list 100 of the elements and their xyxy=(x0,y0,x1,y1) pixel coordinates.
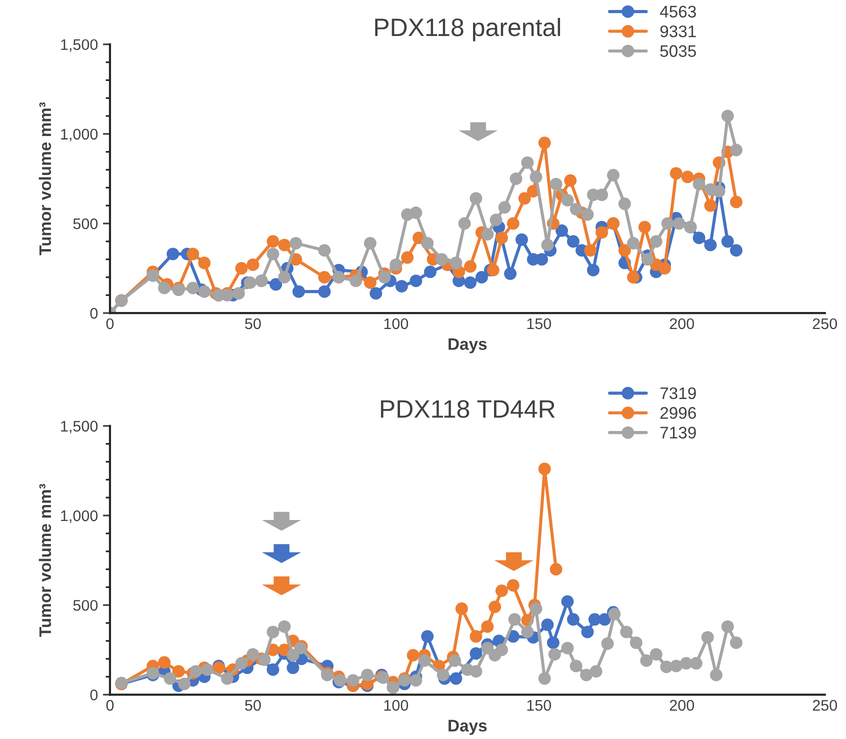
point xyxy=(550,178,562,190)
point xyxy=(586,264,600,276)
point xyxy=(561,595,574,608)
point xyxy=(455,602,468,615)
point xyxy=(620,626,633,638)
point xyxy=(436,668,450,682)
point xyxy=(506,579,520,592)
point xyxy=(270,278,282,291)
point xyxy=(730,144,742,156)
point xyxy=(546,636,560,649)
y-tick-label: 1,000 xyxy=(61,128,98,142)
point xyxy=(704,199,717,212)
point xyxy=(318,285,331,298)
point xyxy=(318,244,331,257)
point xyxy=(235,657,248,670)
point xyxy=(590,665,602,678)
point xyxy=(704,238,717,252)
point xyxy=(538,462,551,476)
x-tick-label: 0 xyxy=(106,318,114,330)
chart-title: PDX118 parental xyxy=(375,18,560,42)
point xyxy=(186,248,200,260)
point xyxy=(521,156,534,169)
point xyxy=(418,654,431,667)
point xyxy=(410,674,422,687)
point xyxy=(278,238,291,252)
point xyxy=(556,224,568,237)
point xyxy=(581,626,594,638)
point xyxy=(692,232,706,244)
point xyxy=(730,636,742,649)
point xyxy=(458,217,471,230)
point xyxy=(190,665,202,678)
point xyxy=(266,626,280,638)
point xyxy=(220,672,234,685)
y-axis-title: Tumor volume mm³ xyxy=(38,102,52,256)
point xyxy=(564,174,577,187)
point xyxy=(681,170,694,184)
legend-label: 7139 xyxy=(660,426,696,439)
point xyxy=(508,613,521,626)
point xyxy=(158,282,171,294)
x-axis-title: Days xyxy=(448,338,487,354)
point xyxy=(401,251,414,264)
point xyxy=(584,244,597,257)
x-tick-label: 250 xyxy=(812,318,837,330)
point xyxy=(481,642,494,654)
point xyxy=(541,238,554,252)
point xyxy=(421,630,434,643)
x-tick-label: 150 xyxy=(527,318,552,330)
point xyxy=(541,618,554,632)
point xyxy=(164,672,176,685)
point xyxy=(410,274,422,288)
point xyxy=(521,626,534,638)
point xyxy=(450,672,462,685)
point xyxy=(166,248,180,260)
point xyxy=(448,654,462,667)
point xyxy=(530,170,542,184)
point xyxy=(481,620,494,633)
point xyxy=(290,236,302,250)
point xyxy=(378,270,391,284)
point xyxy=(618,244,631,257)
point xyxy=(158,656,171,669)
point xyxy=(470,665,482,678)
point xyxy=(661,217,674,230)
point xyxy=(346,674,360,687)
point xyxy=(618,198,631,210)
point xyxy=(495,584,508,598)
point xyxy=(721,620,734,633)
point xyxy=(672,217,686,230)
point xyxy=(518,192,531,205)
point xyxy=(318,270,331,284)
point xyxy=(596,226,608,239)
y-tick-label: 1,000 xyxy=(61,510,98,523)
point xyxy=(364,236,376,250)
point xyxy=(488,600,502,614)
point xyxy=(232,287,245,300)
point xyxy=(435,253,448,266)
point xyxy=(421,236,434,250)
x-tick-label: 50 xyxy=(245,318,261,330)
point xyxy=(470,192,482,205)
point xyxy=(424,266,436,278)
point xyxy=(350,274,362,288)
y-tick-label: 500 xyxy=(73,218,98,230)
point xyxy=(370,287,382,300)
point xyxy=(730,244,742,257)
point xyxy=(506,217,520,230)
point xyxy=(638,220,651,234)
point xyxy=(581,208,594,221)
point xyxy=(566,613,580,626)
point xyxy=(548,648,561,661)
point xyxy=(178,678,191,690)
legend-label: 4563 xyxy=(660,6,696,18)
point xyxy=(730,196,742,208)
x-tick-label: 100 xyxy=(384,700,408,711)
point xyxy=(246,648,260,661)
point xyxy=(630,636,642,649)
point xyxy=(406,648,420,662)
point xyxy=(266,663,280,676)
y-tick-label: 1,500 xyxy=(61,39,98,52)
point xyxy=(246,258,260,271)
y-tick-label: 1,500 xyxy=(61,420,98,434)
y-tick-label: 0 xyxy=(90,308,98,319)
